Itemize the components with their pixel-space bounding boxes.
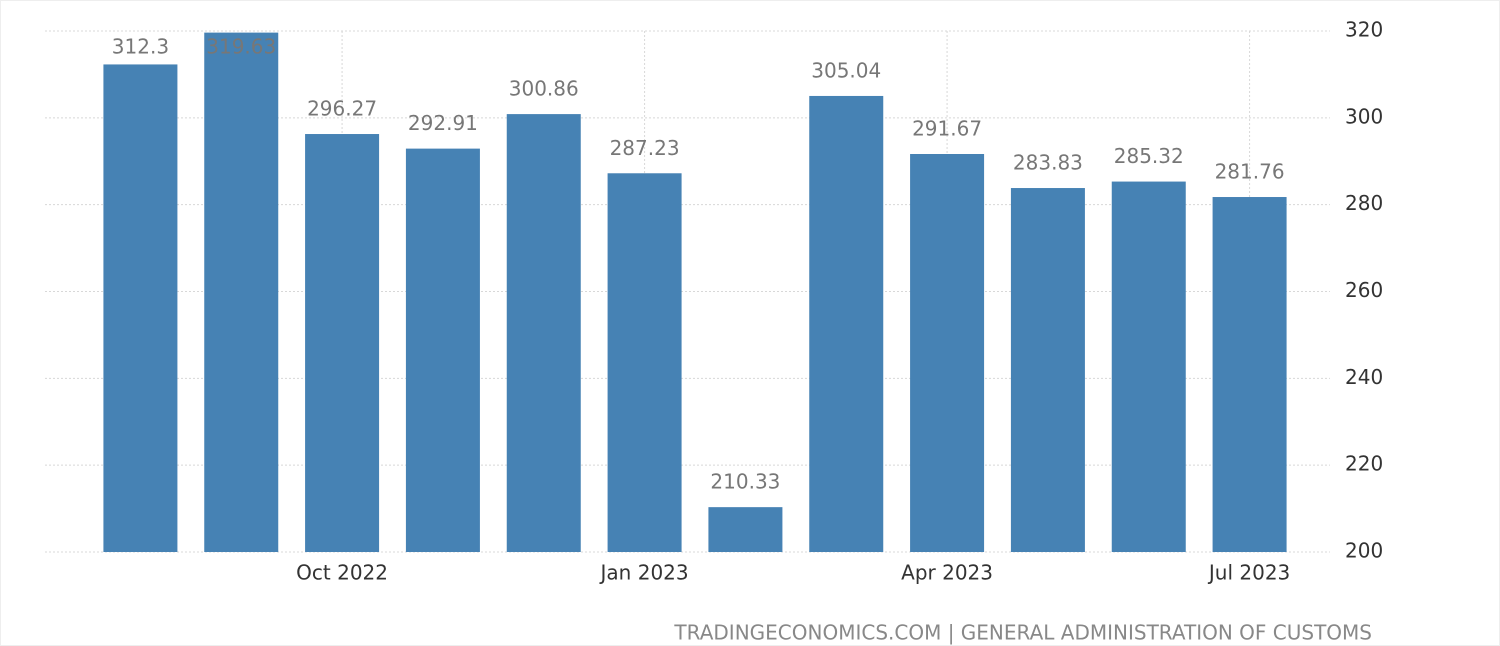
value-label: 291.67: [912, 116, 982, 140]
bar: [1111, 181, 1186, 552]
value-label: 210.33: [710, 470, 780, 494]
bar: [305, 134, 380, 552]
value-label: 287.23: [610, 136, 680, 160]
bar: [1010, 188, 1085, 552]
x-tick-label: Jan 2023: [599, 561, 689, 585]
value-label: 283.83: [1013, 151, 1083, 175]
value-label: 285.32: [1114, 144, 1184, 168]
y-tick-label: 240: [1345, 365, 1383, 389]
x-tick-label: Oct 2022: [296, 561, 388, 585]
value-label: 305.04: [811, 58, 881, 82]
source: TRADINGECONOMICS.COM | GENERAL ADMINISTR…: [673, 621, 1372, 645]
bar: [809, 95, 884, 553]
x-tick-label: Jul 2023: [1207, 561, 1290, 585]
bar: [204, 32, 279, 552]
bar: [607, 173, 682, 552]
y-tick-label: 260: [1345, 278, 1383, 302]
value-label: 319.63: [206, 35, 276, 59]
value-label: 281.76: [1215, 160, 1285, 184]
value-label: 300.86: [509, 77, 579, 101]
y-tick-label: 280: [1345, 191, 1383, 215]
y-tick-label: 300: [1345, 104, 1383, 128]
x-tick-label: Apr 2023: [901, 561, 993, 585]
value-label: 296.27: [307, 97, 377, 121]
y-tick-label: 220: [1345, 452, 1383, 476]
value-label: 312.3: [112, 35, 169, 59]
bar: [405, 148, 480, 552]
y-tick-label: 200: [1345, 539, 1383, 563]
bar: [103, 64, 178, 552]
value-label: 292.91: [408, 111, 478, 135]
bar: [506, 114, 581, 553]
y-tick-label: 320: [1345, 18, 1383, 42]
bar: [708, 507, 783, 552]
bar: [910, 153, 985, 552]
bar: [1212, 197, 1287, 552]
